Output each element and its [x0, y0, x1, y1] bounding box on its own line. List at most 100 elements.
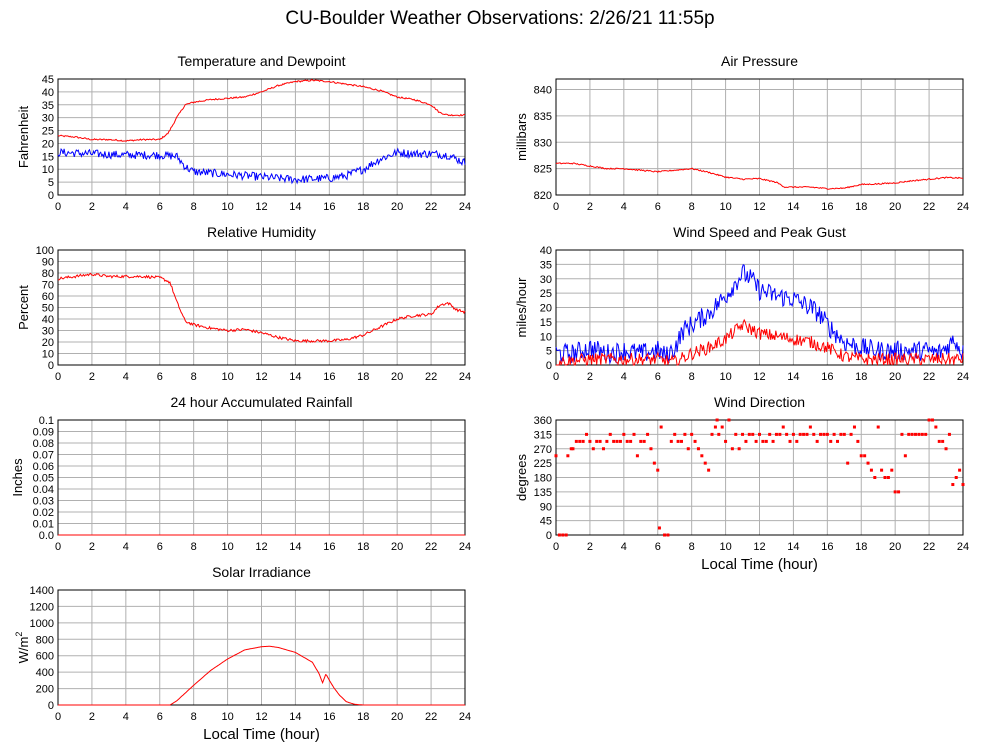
x-tick-label: 12 [255, 371, 267, 383]
data-point [819, 432, 823, 436]
data-point [754, 439, 758, 443]
data-point [663, 533, 667, 537]
x-tick-label: 16 [323, 371, 335, 383]
data-point [673, 432, 677, 436]
y-tick-label: 5 [48, 177, 54, 189]
data-point [890, 468, 894, 472]
x-tick-label: 0 [553, 201, 559, 213]
data-point [578, 439, 582, 443]
series-line [555, 264, 964, 365]
data-point [585, 432, 589, 436]
data-point [683, 432, 687, 436]
data-point [883, 476, 887, 479]
data-point [707, 468, 711, 472]
data-point [591, 447, 595, 451]
data-point [690, 432, 694, 436]
y-tick-label: 600 [36, 651, 54, 663]
data-point [808, 425, 812, 429]
data-point [880, 468, 884, 472]
data-point [822, 432, 826, 436]
y-tick-label: 0 [48, 700, 54, 712]
y-tick-label: 45 [42, 74, 54, 86]
chart-title: Relative Humidity [207, 224, 316, 240]
x-tick-label: 20 [889, 371, 901, 383]
y-tick-label: 180 [534, 473, 552, 485]
data-point [632, 432, 636, 436]
x-tick-label: 14 [787, 371, 799, 383]
data-point [930, 418, 934, 422]
x-tick-label: 0 [55, 201, 61, 213]
y-tick-label: 10 [42, 164, 54, 176]
chart-title: Air Pressure [721, 53, 798, 69]
y-axis-label: Percent [16, 285, 31, 330]
page-title: CU-Boulder Weather Observations: 2/26/21… [285, 8, 715, 29]
x-tick-label: 2 [89, 201, 95, 213]
plot-frame [555, 419, 964, 536]
y-tick-label: 1400 [30, 585, 54, 597]
x-tick-label: 2 [89, 371, 95, 383]
x-tick-label: 22 [923, 201, 935, 213]
data-point [903, 454, 907, 458]
data-point [566, 454, 570, 458]
x-tick-label: 0 [553, 541, 559, 553]
y-axis-label: Inches [10, 458, 25, 497]
x-tick-label: 18 [357, 541, 369, 553]
data-point [715, 418, 719, 422]
x-tick-label: 6 [157, 201, 163, 213]
data-point [798, 432, 802, 436]
x-tick-label: 4 [621, 371, 627, 383]
data-point [893, 490, 897, 494]
x-tick-label: 10 [221, 201, 233, 213]
y-tick-label: 0.02 [33, 507, 54, 519]
data-point [958, 468, 962, 472]
x-axis-label: Local Time (hour) [701, 556, 818, 573]
y-tick-label: 0 [48, 360, 54, 372]
x-tick-label: 12 [255, 711, 267, 723]
x-tick-label: 18 [357, 201, 369, 213]
chart-title: Wind Direction [714, 394, 805, 410]
data-point [686, 447, 690, 451]
y-tick-label: 30 [42, 326, 54, 338]
y-tick-label: 20 [42, 138, 54, 150]
y-tick-label: 40 [42, 87, 54, 99]
data-point [829, 439, 833, 443]
data-point [954, 476, 958, 479]
data-point [778, 432, 782, 436]
y-tick-label: 225 [534, 458, 552, 470]
y-tick-label: 10 [42, 349, 54, 361]
x-tick-label: 14 [289, 541, 301, 553]
x-tick-label: 0 [55, 371, 61, 383]
data-point [886, 476, 890, 479]
data-point [842, 432, 846, 436]
x-tick-label: 4 [123, 201, 129, 213]
y-tick-label: 825 [534, 164, 552, 176]
data-point [805, 432, 809, 436]
x-tick-label: 22 [923, 541, 935, 553]
x-tick-label: 20 [391, 201, 403, 213]
data-point [737, 447, 741, 451]
y-tick-label: 20 [42, 337, 54, 349]
x-axis-label: Local Time (hour) [203, 726, 320, 743]
data-point [791, 432, 795, 436]
x-tick-label: 22 [425, 541, 437, 553]
data-point [669, 439, 673, 443]
x-tick-label: 6 [157, 541, 163, 553]
data-point [574, 439, 578, 443]
data-point [768, 432, 772, 436]
x-tick-label: 18 [855, 371, 867, 383]
data-point [910, 432, 914, 436]
data-point [720, 425, 724, 429]
data-point [612, 439, 616, 443]
chart-solar: 0 2 4 6 8 10 12 14 16 18 20 22 240200400600800100012… [14, 564, 471, 743]
series-line [58, 645, 465, 706]
plot-frame [555, 78, 964, 196]
y-axis-label: millibars [514, 113, 529, 161]
x-tick-label: 6 [655, 541, 661, 553]
y-tick-label: 30 [42, 113, 54, 125]
y-tick-label: 70 [42, 280, 54, 292]
x-tick-label: 2 [587, 541, 593, 553]
x-tick-label: 2 [587, 201, 593, 213]
x-tick-label: 6 [157, 711, 163, 723]
y-tick-label: 1000 [30, 618, 54, 630]
y-tick-label: 80 [42, 268, 54, 280]
